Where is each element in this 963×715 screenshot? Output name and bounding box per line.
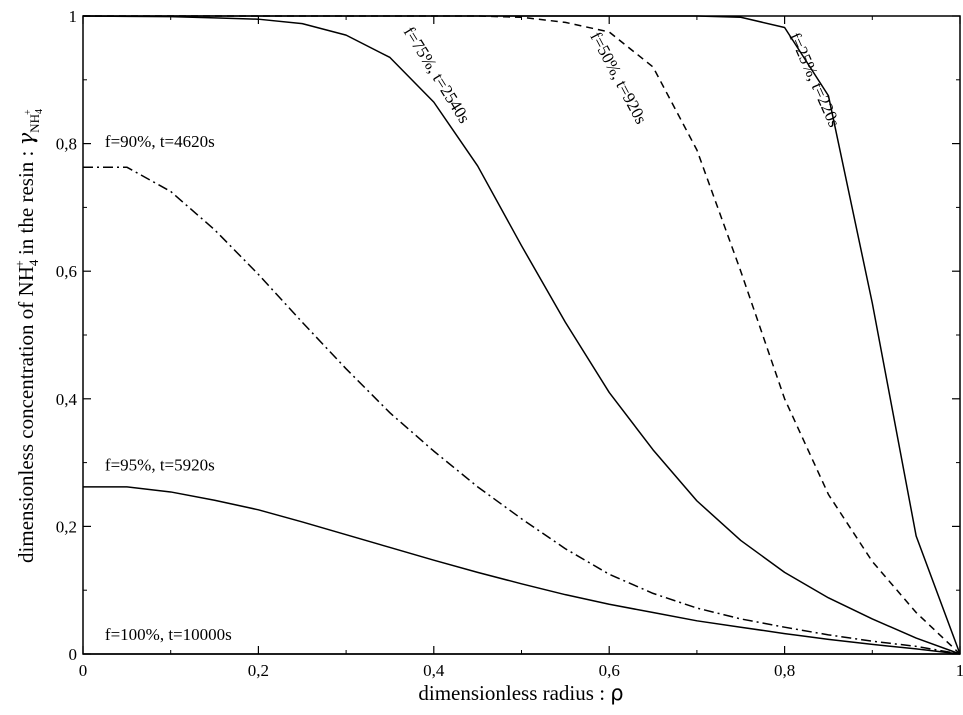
x-axis-rho-symbol: ρ [610, 681, 623, 705]
series-line-3 [82, 15, 961, 655]
y-axis-title-middle: in the resin : [14, 145, 38, 260]
y-tick-label: 0,6 [56, 262, 77, 281]
y-axis-title: dimensionless concentration of NH4+ in t… [12, 109, 45, 563]
curve-annotation-5: f=95%, t=5920s [105, 455, 215, 474]
x-axis-title-text: dimensionless radius : [418, 681, 610, 705]
y-axis-title-sub: 4 [26, 259, 41, 266]
x-axis-title: dimensionless radius : ρ [418, 681, 623, 705]
y-axis-gamma-sub: NH [27, 114, 42, 133]
y-axis-gamma-sub-sub: 4 [34, 109, 45, 114]
x-tick-label: 1 [956, 661, 963, 680]
axis-layer: 0 0,2 0,4 0,6 0,8 1 0 0,2 0,4 0,6 0,8 1 [56, 7, 963, 680]
y-axis-title-sup: + [12, 260, 27, 267]
x-tick-label: 0,4 [423, 661, 445, 680]
x-tick-label: 0,2 [248, 661, 269, 680]
y-tick-label: 1 [69, 7, 78, 26]
series-line-4 [83, 166, 961, 655]
y-axis-gamma-symbol: γ [14, 132, 38, 145]
y-axis-gamma-sub-sup: + [23, 109, 34, 115]
x-tick-label: 0 [79, 661, 88, 680]
series-line-5 [83, 486, 961, 655]
x-tick-label: 0,6 [599, 661, 620, 680]
y-tick-label: 0,8 [56, 135, 77, 154]
curve-annotation-6: f=100%, t=10000s [105, 625, 232, 644]
y-tick-label: 0,4 [56, 390, 78, 409]
x-tick-label: 0,8 [774, 661, 795, 680]
y-axis-title-prefix: dimensionless concentration of NH [14, 266, 38, 563]
curve-annotation-4: f=90%, t=4620s [105, 132, 215, 151]
y-tick-label: 0 [69, 645, 78, 664]
y-tick-label: 0,2 [56, 517, 77, 536]
